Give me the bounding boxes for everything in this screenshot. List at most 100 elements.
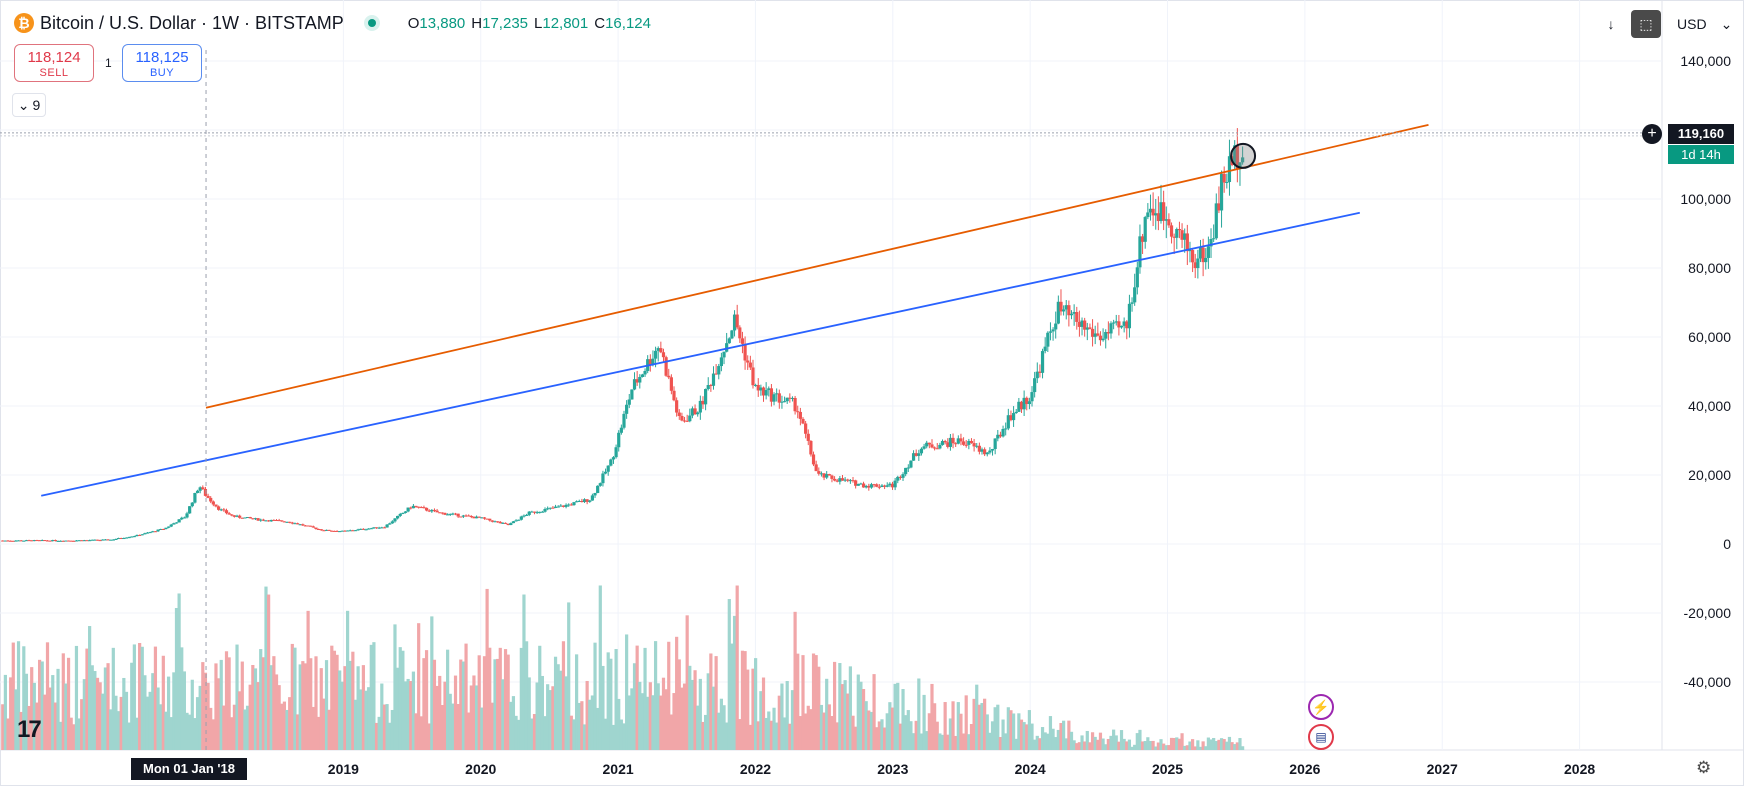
volume-bar: [661, 677, 666, 750]
volume-bar: [730, 643, 734, 750]
candle-body: [111, 539, 115, 541]
settings-icon[interactable]: ⚙: [1696, 758, 1712, 777]
volume-bar: [1146, 737, 1150, 750]
candle-body: [675, 400, 679, 413]
volume-bar: [617, 698, 621, 750]
symbol-title[interactable]: Bitcoin / U.S. Dollar · 1W · BITSTAMP: [40, 12, 344, 33]
candle-body: [1164, 219, 1168, 221]
volume-bar: [1009, 710, 1013, 750]
volume-bar: [403, 681, 408, 750]
volume-bar: [635, 645, 639, 750]
candle-body: [561, 505, 566, 507]
volume-bar: [946, 734, 950, 750]
volume-bar: [956, 702, 960, 750]
volume-bar: [1064, 738, 1068, 750]
candle-body: [243, 517, 247, 519]
volume-bar: [1069, 731, 1074, 750]
tradingview-logo[interactable]: 17: [17, 716, 42, 743]
volume-bar: [1227, 736, 1232, 750]
x-tick-label: 2025: [1152, 761, 1183, 777]
volume-bar: [1006, 707, 1010, 750]
volume-bar: [446, 649, 450, 750]
volume-bar: [625, 634, 629, 750]
volume-bar: [869, 711, 874, 750]
volume-bar: [1130, 746, 1134, 750]
volume-bar: [669, 714, 673, 750]
candle-body: [290, 522, 294, 524]
candle-body: [975, 445, 979, 447]
candle-body: [1093, 333, 1097, 337]
candle-body: [156, 529, 160, 532]
volume-bar: [540, 675, 544, 750]
buy-button[interactable]: 118,125 BUY: [122, 44, 202, 82]
candle-body: [1051, 329, 1055, 332]
volume-bar: [185, 712, 189, 750]
volume-bar: [727, 599, 731, 750]
volume-bar: [732, 615, 737, 750]
volume-bar: [735, 585, 739, 750]
candle-body: [1098, 335, 1103, 341]
volume-bar: [811, 653, 816, 750]
candle-body: [138, 534, 142, 536]
candle-body: [1209, 239, 1213, 247]
add-alert-button[interactable]: +: [1642, 124, 1662, 144]
ohlc-low-value: 12,801: [542, 14, 589, 32]
candle-body: [630, 389, 634, 400]
candle-body: [1167, 219, 1171, 226]
volume-bar: [1198, 746, 1203, 750]
volume-bar: [314, 656, 318, 750]
volume-bar: [151, 673, 155, 750]
sell-button[interactable]: 118,124 SELL: [14, 44, 94, 82]
volume-bar: [1046, 733, 1050, 750]
candle-body: [1022, 397, 1026, 410]
candle-body: [340, 530, 344, 532]
volume-bar: [1156, 742, 1160, 750]
volume-bar: [848, 666, 852, 750]
volume-bar: [235, 644, 239, 750]
candle-body: [1233, 145, 1237, 166]
candle-body: [743, 343, 747, 361]
candle-body: [946, 442, 950, 447]
volume-bar: [630, 688, 634, 750]
symbol-header[interactable]: ₿ Bitcoin / U.S. Dollar · 1W · BITSTAMP …: [14, 11, 651, 35]
candle-body: [740, 338, 745, 344]
candle-body: [846, 479, 850, 481]
volume-bar: [875, 727, 879, 750]
volume-bar: [1140, 741, 1145, 750]
candle-body: [769, 388, 774, 402]
volume-bar: [1080, 735, 1084, 750]
candle-body: [904, 467, 908, 475]
volume-bar: [419, 716, 423, 750]
candle-body: [430, 509, 434, 512]
volume-bar: [740, 650, 745, 750]
layout-icon[interactable]: ⬚: [1631, 10, 1661, 38]
candle-body: [1043, 346, 1047, 352]
indicators-toggle[interactable]: ⌄ 9: [12, 93, 46, 117]
market-status-icon[interactable]: [363, 15, 380, 31]
candle-body: [632, 379, 637, 390]
volume-bar: [422, 658, 426, 750]
volume-bar: [959, 713, 963, 750]
currency-select[interactable]: USD ⌄: [1667, 10, 1739, 38]
volume-bar: [864, 701, 868, 750]
candle-body: [1001, 428, 1005, 437]
volume-bar: [698, 678, 702, 750]
candle-body: [659, 348, 663, 353]
lightning-icon[interactable]: ⚡: [1308, 694, 1334, 720]
candle-body: [1038, 371, 1042, 373]
volume-bar: [109, 709, 113, 750]
us-flag-icon[interactable]: ▤: [1308, 724, 1334, 750]
candle-body: [993, 438, 997, 450]
volume-bar: [353, 699, 358, 750]
volume-bar: [972, 698, 976, 750]
candle-body: [1114, 321, 1118, 323]
volume-bar: [161, 655, 165, 750]
candle-body: [896, 476, 900, 481]
candle-body: [609, 459, 613, 466]
candle-body: [172, 523, 176, 525]
candle-body: [461, 515, 466, 517]
download-icon[interactable]: ↓: [1607, 16, 1615, 32]
volume-bar: [777, 695, 781, 750]
candle-body: [519, 516, 523, 520]
